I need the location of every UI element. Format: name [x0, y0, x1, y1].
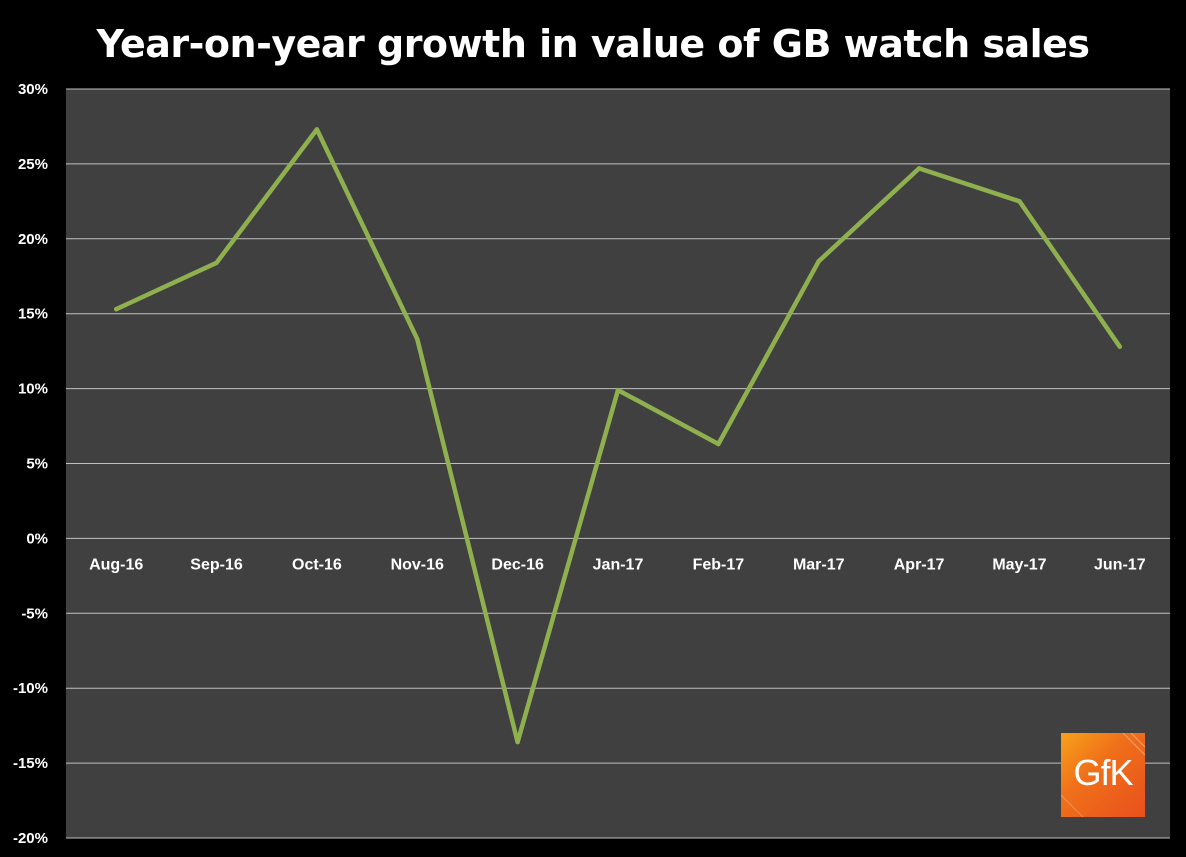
gfk-logo: GfK: [1061, 733, 1145, 817]
x-tick-label: Dec-16: [491, 556, 544, 573]
y-tick-label: 30%: [18, 81, 48, 98]
y-tick-label: -5%: [21, 605, 48, 622]
data-point: [816, 259, 821, 264]
x-tick-label: Jun-17: [1094, 556, 1146, 573]
x-tick-label: Nov-16: [391, 556, 444, 573]
x-axis-tick-labels: Aug-16 Sep-16 Oct-16 Nov-16 Dec-16 Jan-17 Feb-…: [89, 556, 1146, 573]
data-point: [1017, 199, 1022, 204]
y-tick-label: -10%: [13, 680, 48, 697]
y-tick-label: 10%: [18, 381, 48, 398]
y-tick-label: 0%: [26, 530, 48, 547]
data-point: [314, 127, 320, 132]
data-point: [716, 441, 721, 447]
logo-decoration: [1061, 733, 1145, 817]
gridlines: [66, 88, 1170, 839]
x-tick-label: May-17: [992, 556, 1046, 573]
y-axis: 30% 25% 20% 15% 10% 5% 0% -5% -10% -15% -20%: [13, 81, 48, 847]
y-tick-label: 15%: [18, 306, 48, 323]
y-tick-label: 5%: [26, 456, 48, 473]
data-point: [515, 739, 520, 745]
y-tick-label: 25%: [18, 156, 48, 173]
chart-title: Year-on-year growth in value of GB watch…: [96, 22, 1090, 66]
y-tick-label: -20%: [13, 830, 48, 847]
x-tick-label: Oct-16: [292, 556, 342, 573]
y-tick-label: -15%: [13, 755, 48, 772]
x-tick-label: Feb-17: [693, 556, 745, 573]
series-group: [113, 127, 1123, 745]
x-tick-label: Sep-16: [190, 556, 243, 573]
data-point: [113, 307, 119, 312]
x-tick-label: Aug-16: [89, 556, 143, 573]
x-tick-label: Apr-17: [894, 556, 945, 573]
x-tick-label: Jan-17: [593, 556, 644, 573]
data-point: [916, 166, 922, 171]
data-point: [415, 336, 420, 342]
data-point: [1117, 344, 1123, 349]
logo-text: GfK: [1073, 752, 1133, 793]
data-point: [214, 260, 219, 265]
data-point: [615, 387, 621, 393]
x-tick-label: Mar-17: [793, 556, 845, 573]
y-tick-label: 20%: [18, 231, 48, 248]
